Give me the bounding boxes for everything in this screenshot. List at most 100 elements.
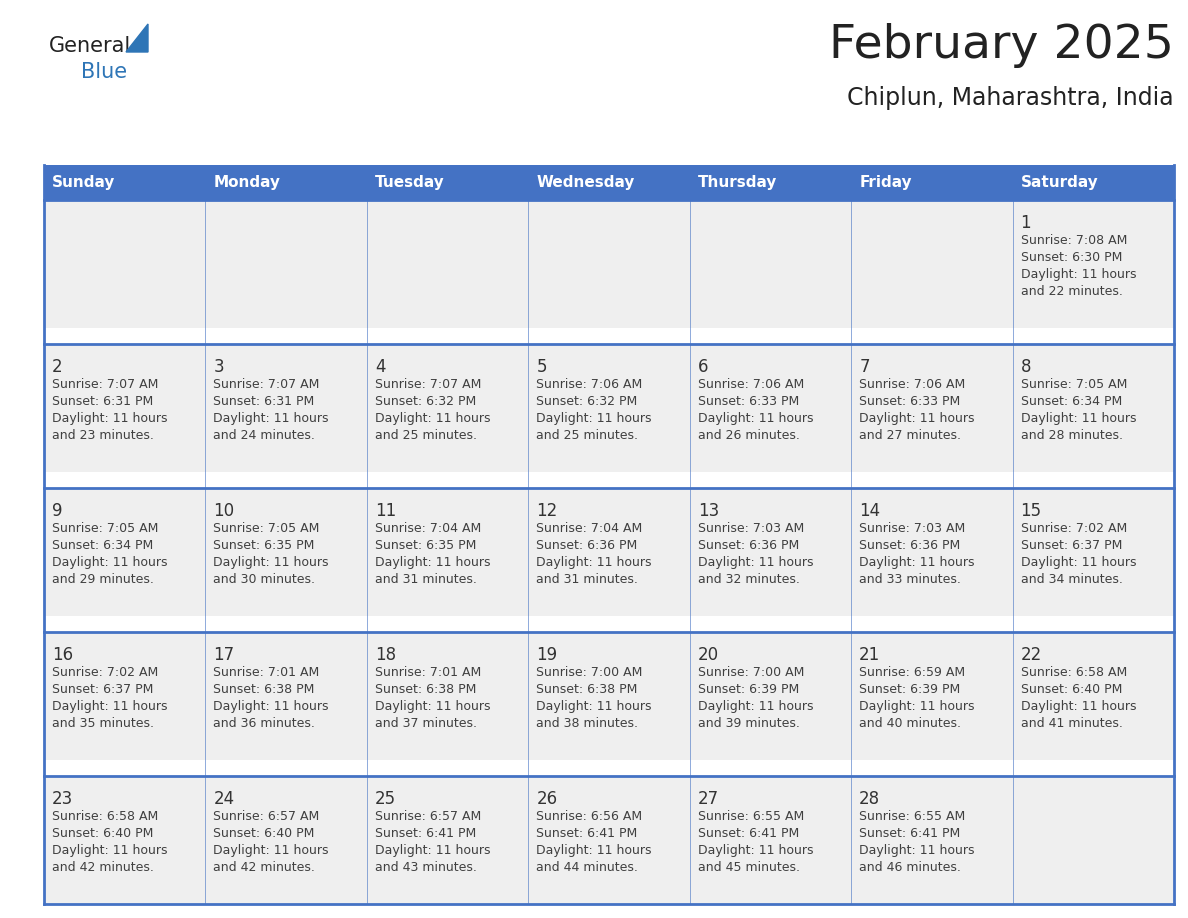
Text: Sunset: 6:34 PM: Sunset: 6:34 PM	[52, 539, 153, 552]
Text: 19: 19	[536, 646, 557, 664]
Text: Friday: Friday	[859, 175, 911, 190]
Text: Sunset: 6:30 PM: Sunset: 6:30 PM	[1020, 251, 1121, 264]
Text: 9: 9	[52, 502, 63, 521]
Text: Chiplun, Maharashtra, India: Chiplun, Maharashtra, India	[847, 86, 1174, 110]
Text: Sunrise: 6:58 AM: Sunrise: 6:58 AM	[1020, 666, 1127, 679]
Text: and 39 minutes.: and 39 minutes.	[697, 717, 800, 730]
Text: Sunrise: 7:01 AM: Sunrise: 7:01 AM	[214, 666, 320, 679]
Bar	[44, 165, 1174, 200]
Text: Sunset: 6:40 PM: Sunset: 6:40 PM	[1020, 683, 1121, 696]
Bar	[44, 344, 1174, 472]
Text: Sunrise: 7:04 AM: Sunrise: 7:04 AM	[536, 522, 643, 535]
Text: Sunrise: 7:08 AM: Sunrise: 7:08 AM	[1020, 234, 1127, 247]
Text: Daylight: 11 hours: Daylight: 11 hours	[1020, 412, 1136, 425]
Text: and 43 minutes.: and 43 minutes.	[375, 861, 476, 874]
Text: and 30 minutes.: and 30 minutes.	[214, 573, 316, 586]
Text: Sunset: 6:37 PM: Sunset: 6:37 PM	[52, 683, 153, 696]
Polygon shape	[126, 24, 148, 52]
Text: Sunset: 6:40 PM: Sunset: 6:40 PM	[52, 827, 153, 840]
Text: and 35 minutes.: and 35 minutes.	[52, 717, 154, 730]
Text: and 23 minutes.: and 23 minutes.	[52, 429, 154, 442]
Text: Daylight: 11 hours: Daylight: 11 hours	[375, 412, 491, 425]
Text: Daylight: 11 hours: Daylight: 11 hours	[697, 412, 814, 425]
Text: Sunrise: 7:06 AM: Sunrise: 7:06 AM	[859, 378, 966, 391]
Text: Blue: Blue	[81, 62, 127, 82]
Bar	[44, 633, 1174, 760]
Text: Daylight: 11 hours: Daylight: 11 hours	[214, 700, 329, 713]
Text: Sunrise: 7:00 AM: Sunrise: 7:00 AM	[536, 666, 643, 679]
Text: 21: 21	[859, 646, 880, 664]
Text: and 25 minutes.: and 25 minutes.	[375, 429, 476, 442]
Text: Daylight: 11 hours: Daylight: 11 hours	[697, 556, 814, 569]
Text: and 28 minutes.: and 28 minutes.	[1020, 429, 1123, 442]
Text: Daylight: 11 hours: Daylight: 11 hours	[214, 556, 329, 569]
Text: Sunrise: 7:00 AM: Sunrise: 7:00 AM	[697, 666, 804, 679]
Text: Sunset: 6:37 PM: Sunset: 6:37 PM	[1020, 539, 1121, 552]
Text: Sunrise: 6:57 AM: Sunrise: 6:57 AM	[375, 811, 481, 823]
Text: 8: 8	[1020, 358, 1031, 376]
Text: and 25 minutes.: and 25 minutes.	[536, 429, 638, 442]
Text: Daylight: 11 hours: Daylight: 11 hours	[859, 700, 974, 713]
Text: 26: 26	[536, 790, 557, 808]
Text: Sunset: 6:33 PM: Sunset: 6:33 PM	[697, 395, 800, 408]
Text: 22: 22	[1020, 646, 1042, 664]
Text: Monday: Monday	[214, 175, 280, 190]
Text: and 42 minutes.: and 42 minutes.	[52, 861, 154, 874]
Text: Sunrise: 6:58 AM: Sunrise: 6:58 AM	[52, 811, 158, 823]
Text: and 31 minutes.: and 31 minutes.	[536, 573, 638, 586]
Text: 1: 1	[1020, 214, 1031, 232]
Text: Sunrise: 6:59 AM: Sunrise: 6:59 AM	[859, 666, 966, 679]
Text: Sunrise: 7:02 AM: Sunrise: 7:02 AM	[1020, 522, 1127, 535]
Text: and 31 minutes.: and 31 minutes.	[375, 573, 476, 586]
Text: 2: 2	[52, 358, 63, 376]
Text: and 24 minutes.: and 24 minutes.	[214, 429, 315, 442]
Text: Daylight: 11 hours: Daylight: 11 hours	[697, 845, 814, 857]
Text: Sunset: 6:38 PM: Sunset: 6:38 PM	[214, 683, 315, 696]
Text: Thursday: Thursday	[697, 175, 777, 190]
Text: and 45 minutes.: and 45 minutes.	[697, 861, 800, 874]
Text: Daylight: 11 hours: Daylight: 11 hours	[375, 700, 491, 713]
Text: and 33 minutes.: and 33 minutes.	[859, 573, 961, 586]
Text: and 36 minutes.: and 36 minutes.	[214, 717, 315, 730]
Text: February 2025: February 2025	[829, 23, 1174, 68]
Text: Sunset: 6:38 PM: Sunset: 6:38 PM	[375, 683, 476, 696]
Text: Daylight: 11 hours: Daylight: 11 hours	[536, 556, 652, 569]
Text: Sunrise: 7:02 AM: Sunrise: 7:02 AM	[52, 666, 158, 679]
Text: Sunset: 6:41 PM: Sunset: 6:41 PM	[697, 827, 800, 840]
Text: Tuesday: Tuesday	[375, 175, 444, 190]
Text: Sunrise: 7:06 AM: Sunrise: 7:06 AM	[697, 378, 804, 391]
Text: 12: 12	[536, 502, 557, 521]
Text: 7: 7	[859, 358, 870, 376]
Text: and 42 minutes.: and 42 minutes.	[214, 861, 315, 874]
Text: Daylight: 11 hours: Daylight: 11 hours	[52, 845, 168, 857]
Text: Sunrise: 7:01 AM: Sunrise: 7:01 AM	[375, 666, 481, 679]
Text: 24: 24	[214, 790, 234, 808]
Text: 5: 5	[536, 358, 546, 376]
Text: Daylight: 11 hours: Daylight: 11 hours	[859, 412, 974, 425]
Text: and 46 minutes.: and 46 minutes.	[859, 861, 961, 874]
Text: 6: 6	[697, 358, 708, 376]
Text: Daylight: 11 hours: Daylight: 11 hours	[214, 845, 329, 857]
Text: and 41 minutes.: and 41 minutes.	[1020, 717, 1123, 730]
Text: and 27 minutes.: and 27 minutes.	[859, 429, 961, 442]
Text: Sunset: 6:31 PM: Sunset: 6:31 PM	[214, 395, 315, 408]
Text: Sunset: 6:32 PM: Sunset: 6:32 PM	[536, 395, 638, 408]
Text: 11: 11	[375, 502, 396, 521]
Text: 27: 27	[697, 790, 719, 808]
Text: Sunset: 6:36 PM: Sunset: 6:36 PM	[536, 539, 638, 552]
Text: Sunrise: 7:04 AM: Sunrise: 7:04 AM	[375, 522, 481, 535]
Text: Sunrise: 7:05 AM: Sunrise: 7:05 AM	[52, 522, 158, 535]
Text: 13: 13	[697, 502, 719, 521]
Text: 10: 10	[214, 502, 234, 521]
Bar	[44, 200, 1174, 328]
Text: 14: 14	[859, 502, 880, 521]
Text: Daylight: 11 hours: Daylight: 11 hours	[697, 700, 814, 713]
Text: Sunrise: 7:03 AM: Sunrise: 7:03 AM	[697, 522, 804, 535]
Text: Sunrise: 6:56 AM: Sunrise: 6:56 AM	[536, 811, 643, 823]
Text: and 38 minutes.: and 38 minutes.	[536, 717, 638, 730]
Bar	[44, 488, 1174, 616]
Text: Sunset: 6:41 PM: Sunset: 6:41 PM	[375, 827, 476, 840]
Text: 3: 3	[214, 358, 225, 376]
Text: 4: 4	[375, 358, 385, 376]
Text: and 26 minutes.: and 26 minutes.	[697, 429, 800, 442]
